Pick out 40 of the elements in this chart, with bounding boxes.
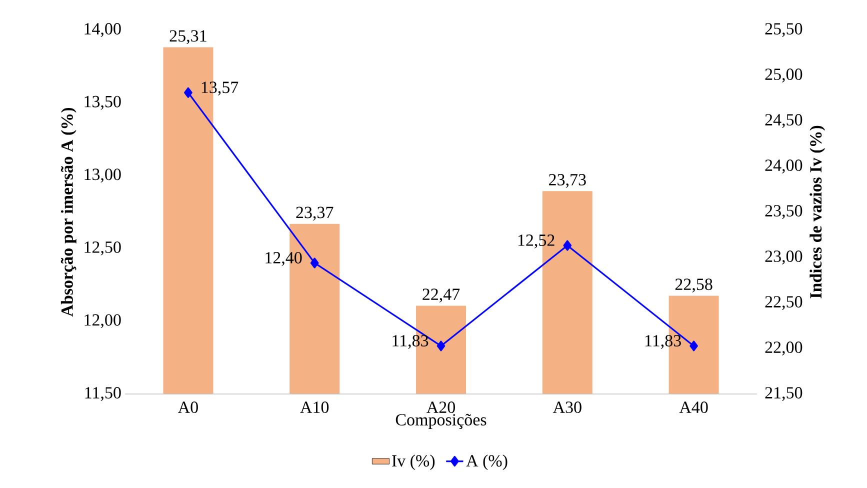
data-label: 22,47 [422, 288, 460, 303]
y-tick-label: 13,00 [84, 168, 121, 183]
y2-tick-label: 22,50 [765, 296, 802, 310]
legend-label: A (%) [466, 454, 508, 470]
y2-tick-label: 24,00 [765, 160, 802, 174]
x-tick-label: A30 [552, 402, 582, 414]
y2-tick-label: 23,00 [765, 250, 802, 264]
data-label: 11,83 [392, 334, 428, 349]
x-tick-label: A10 [300, 402, 329, 414]
x-tick-label: A0 [178, 402, 198, 414]
data-label: 23,37 [296, 206, 334, 221]
x-axis-title: Composições [396, 414, 486, 429]
data-label: 12,52 [518, 234, 554, 248]
y2-tick-label: 22,00 [765, 342, 802, 356]
y2-axis-title: Indices de vazios Iv (%) [810, 126, 826, 298]
x-tick-label: A20 [426, 402, 455, 414]
y-tick-label: 13,50 [84, 96, 121, 110]
data-label: 22,58 [675, 278, 712, 293]
point [184, 87, 192, 98]
data-label: 13,57 [202, 82, 238, 96]
data-label: 11,83 [645, 334, 681, 349]
data-label: 23,73 [549, 174, 586, 188]
y2-tick-label: 24,50 [765, 114, 802, 128]
y2-tick-label: 21,50 [765, 387, 802, 401]
y2-tick-label: 23,50 [765, 205, 802, 219]
legend-label: Iv (%) [392, 454, 435, 470]
data-label: 25,31 [170, 30, 206, 44]
y-tick-label: 12,50 [84, 241, 121, 256]
data-label: 12,40 [266, 252, 302, 266]
point [563, 240, 572, 251]
y2-tick-label: 25,50 [765, 23, 802, 37]
y-axis-title: Absorção por imersão A (%) [60, 108, 76, 317]
y-tick-label: 12,00 [84, 314, 121, 328]
y2-tick-label: 25,00 [765, 68, 802, 82]
point [690, 340, 698, 352]
y-tick-label: 14,00 [84, 23, 121, 37]
y-tick-label: 11,50 [85, 387, 121, 401]
x-tick-label: A40 [679, 402, 708, 414]
point [310, 258, 319, 268]
point [436, 340, 446, 352]
